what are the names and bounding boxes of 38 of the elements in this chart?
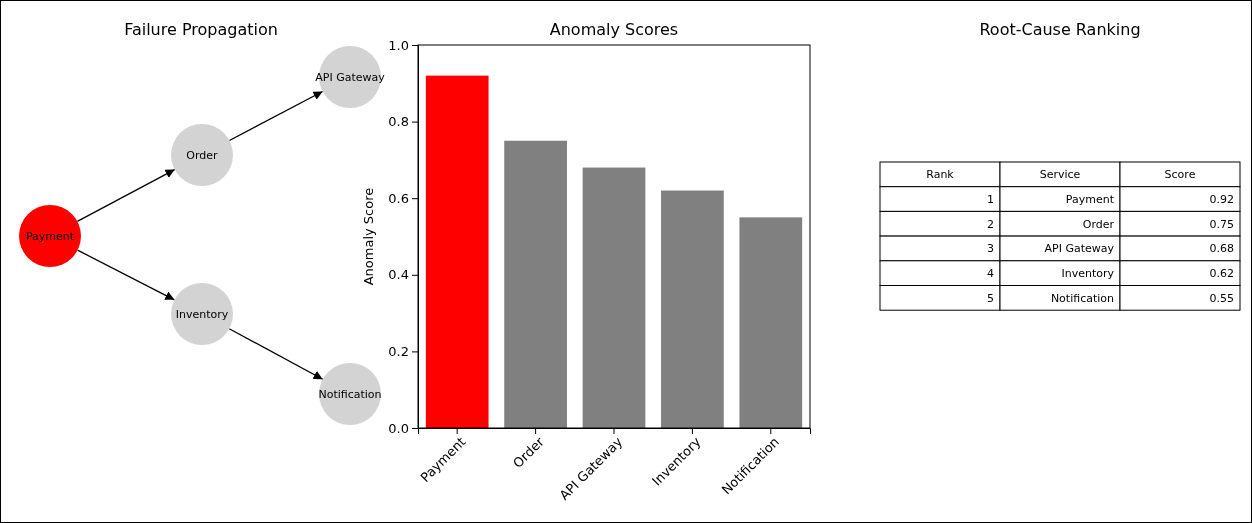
y-tick-label: 4 (987, 267, 994, 281)
text: Inventory (1061, 267, 1114, 281)
y-axis-title: Anomaly Score (361, 187, 376, 286)
y-tick-label: 1.0 (388, 37, 409, 53)
bar (661, 190, 724, 428)
text: Failure Propagation (124, 20, 278, 39)
x-tick-label: Score (1164, 168, 1196, 182)
text: 0.75 (1209, 217, 1234, 231)
text: 0.92 (1209, 193, 1234, 207)
text: 0.55 (1209, 291, 1234, 305)
y-tick-label: 0.6 (388, 190, 409, 206)
text: Notification (1050, 291, 1114, 305)
y-tick-label: 2 (987, 217, 994, 231)
text: Payment (1065, 193, 1114, 207)
bar (739, 217, 803, 428)
y-tick-label: 5 (987, 291, 994, 305)
text: Order (1082, 217, 1114, 231)
text: 0.62 (1209, 267, 1234, 281)
bar (504, 140, 567, 428)
y-tick-label: 0.4 (388, 267, 409, 283)
text: API Gateway (1044, 242, 1114, 256)
text: API Gateway (315, 71, 386, 84)
text: Order (186, 149, 219, 162)
y-tick-label: 0.0 (388, 420, 409, 436)
bar (425, 75, 489, 428)
bar (582, 167, 646, 428)
chart-title: Anomaly Scores (549, 20, 679, 39)
text: Inventory (175, 308, 229, 321)
y-tick-label: 0.8 (388, 114, 409, 130)
y-tick-label: 0.2 (388, 344, 409, 360)
y-axis-title: Rank (926, 168, 955, 182)
chart-title: Root-Cause Ranking (979, 20, 1141, 39)
text: 0.68 (1209, 242, 1234, 256)
y-tick-label: 1 (987, 193, 994, 207)
x-tick-label: Service (1039, 168, 1081, 182)
text: Notification (318, 388, 382, 401)
text: Payment (25, 230, 75, 243)
y-tick-label: 3 (987, 242, 994, 256)
